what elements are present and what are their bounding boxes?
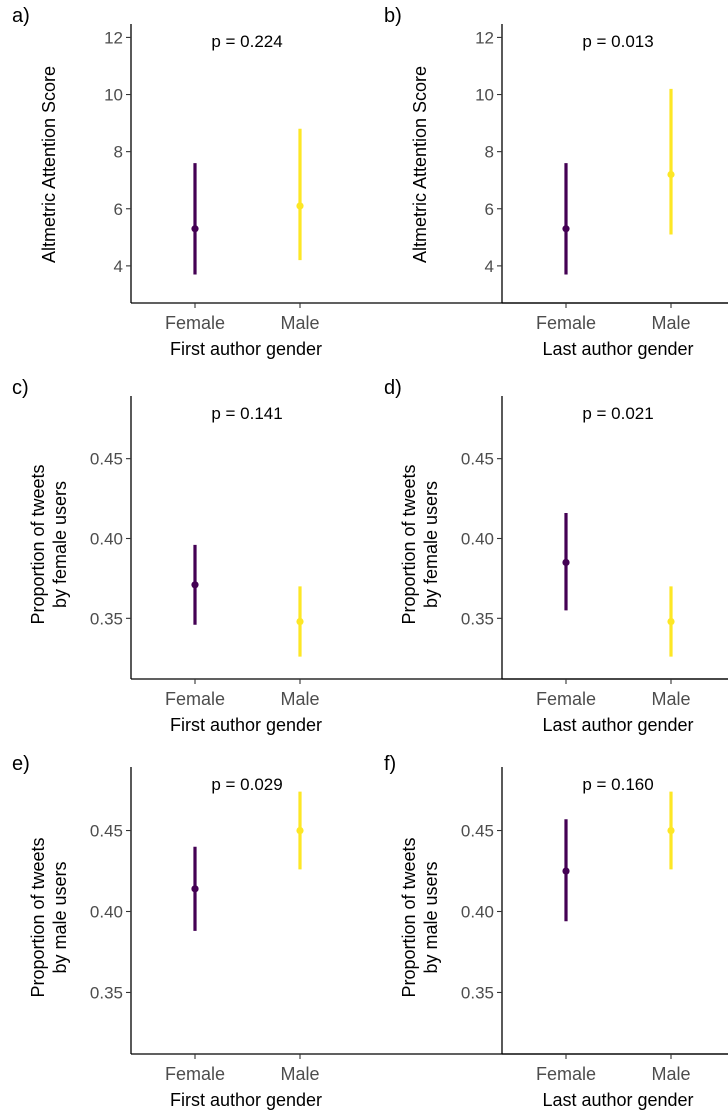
- y-tick-label: 6: [485, 200, 494, 219]
- panel-label: a): [12, 5, 30, 27]
- panel-label: f): [384, 753, 396, 775]
- point-female: [562, 225, 570, 233]
- y-axis-title: Proportion of tweets: [28, 837, 48, 997]
- point-male: [296, 202, 304, 210]
- panel-c: c) 0.35 0.40 0.45 Female Male First author gen…: [12, 377, 728, 735]
- point-male: [296, 826, 304, 835]
- y-tick-label: 12: [475, 28, 494, 47]
- panel-f: f) 0.35 0.40 0.45 Female Male Last author gend…: [384, 753, 728, 1110]
- x-tick-label: Male: [651, 689, 690, 709]
- x-tick-label: Female: [165, 1064, 225, 1084]
- y-axis-title: Altmetric Attention Score: [410, 66, 430, 263]
- y-axis-title: by male users: [421, 861, 441, 973]
- panel-e: e) 0.35 0.40 0.45 Female Male First author gen…: [12, 753, 728, 1110]
- x-axis-title: Last author gender: [542, 1090, 693, 1110]
- point-male: [667, 826, 675, 835]
- y-axis-title: by male users: [50, 861, 70, 973]
- y-tick-label: 0.35: [461, 609, 494, 628]
- y-tick-label: 12: [104, 28, 123, 47]
- y-axis-title: Proportion of tweets: [399, 837, 419, 997]
- point-female: [191, 885, 199, 893]
- point-female: [562, 867, 570, 875]
- y-tick-label: 8: [485, 143, 494, 162]
- p-value-annotation: p = 0.141: [211, 404, 282, 423]
- panel-label: d): [384, 377, 402, 399]
- panel-label: c): [12, 377, 29, 399]
- x-axis-title: First author gender: [170, 339, 322, 359]
- point-female: [191, 225, 199, 233]
- y-axis-title: by female users: [50, 481, 70, 608]
- x-axis-title: Last author gender: [542, 339, 693, 359]
- y-tick-label: 0.35: [461, 983, 494, 1002]
- x-tick-label: Female: [536, 313, 596, 333]
- y-tick-label: 6: [114, 200, 123, 219]
- point-female: [191, 581, 199, 589]
- x-tick-label: Male: [651, 1064, 690, 1084]
- y-tick-label: 0.40: [90, 530, 123, 549]
- y-tick-label: 0.35: [90, 609, 123, 628]
- p-value-annotation: p = 0.013: [582, 32, 653, 51]
- y-tick-label: 10: [104, 86, 123, 105]
- p-value-annotation: p = 0.029: [211, 775, 282, 794]
- x-axis-title: Last author gender: [542, 715, 693, 735]
- y-axis-title: Proportion of tweets: [399, 464, 419, 624]
- panel-d: d) 0.35 0.40 0.45 Female Male Last author gend…: [384, 377, 728, 735]
- y-tick-label: 0.45: [90, 822, 123, 841]
- x-tick-label: Female: [536, 1064, 596, 1084]
- y-tick-label: 0.45: [90, 450, 123, 469]
- y-tick-label: 0.45: [461, 822, 494, 841]
- y-tick-label: 0.40: [90, 903, 123, 922]
- x-axis-title: First author gender: [170, 1090, 322, 1110]
- x-tick-label: Female: [536, 689, 596, 709]
- y-tick-label: 0.40: [461, 530, 494, 549]
- p-value-annotation: p = 0.021: [582, 404, 653, 423]
- panel-b: b) 4 6 8 10 12 Female Male Last author gender Alt…: [384, 5, 728, 359]
- point-male: [296, 617, 304, 626]
- y-axis-title: by female users: [421, 481, 441, 608]
- x-tick-label: Female: [165, 313, 225, 333]
- x-tick-label: Male: [280, 1064, 319, 1084]
- point-female: [562, 558, 570, 567]
- p-value-annotation: p = 0.224: [211, 32, 282, 51]
- p-value-annotation: p = 0.160: [582, 775, 653, 794]
- y-tick-label: 4: [114, 257, 123, 276]
- y-tick-label: 0.45: [461, 450, 494, 469]
- point-male: [667, 617, 675, 626]
- y-tick-label: 0.35: [90, 983, 123, 1002]
- x-tick-label: Male: [280, 689, 319, 709]
- y-tick-label: 4: [485, 257, 494, 276]
- point-male: [667, 170, 675, 179]
- y-axis-title: Altmetric Attention Score: [39, 66, 59, 263]
- x-tick-label: Male: [280, 313, 319, 333]
- y-tick-label: 10: [475, 86, 494, 105]
- panel-label: b): [384, 5, 402, 27]
- y-tick-label: 8: [114, 143, 123, 162]
- x-tick-label: Female: [165, 689, 225, 709]
- panel-a: a) 4 6 8 10 12 Female Male First author gender Al…: [12, 5, 728, 359]
- x-tick-label: Male: [651, 313, 690, 333]
- x-axis-title: First author gender: [170, 715, 322, 735]
- y-axis-title: Proportion of tweets: [28, 464, 48, 624]
- panel-label: e): [12, 753, 30, 775]
- y-tick-label: 0.40: [461, 903, 494, 922]
